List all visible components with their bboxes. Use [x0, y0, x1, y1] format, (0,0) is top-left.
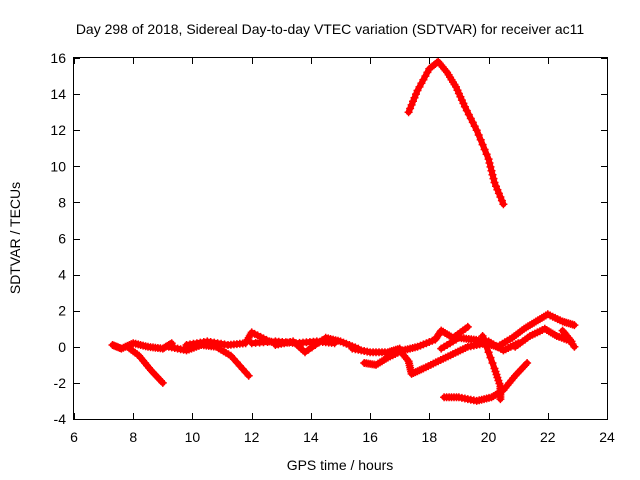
markers-arc-4	[182, 328, 274, 349]
y-tick-label: 6	[58, 231, 66, 247]
markers-arc-14	[511, 324, 579, 351]
x-tick-label: 10	[185, 429, 201, 445]
markers-arc-12	[478, 332, 505, 404]
markers-arc-13	[493, 310, 579, 351]
markers-arc-1	[108, 339, 176, 353]
y-tick-label: 10	[50, 158, 66, 174]
x-tick-label: 8	[129, 429, 137, 445]
x-tick-label: 6	[70, 429, 78, 445]
y-tick-label: 4	[58, 267, 66, 283]
y-tick-label: 0	[58, 339, 66, 355]
data-traces	[108, 57, 579, 405]
y-tick-label: 12	[50, 122, 66, 138]
markers-arc-2	[123, 342, 167, 387]
x-tick-label: 22	[540, 429, 556, 445]
markers-arc-11	[440, 359, 532, 405]
markers-arc-15	[404, 57, 508, 209]
y-tick-label: 8	[58, 194, 66, 210]
y-tick-label: 2	[58, 303, 66, 319]
y-tick-label: -2	[54, 375, 67, 391]
chart-title: Day 298 of 2018, Sidereal Day-to-day VTE…	[76, 21, 585, 37]
y-axis-label: SDTVAR / TECUs	[7, 182, 23, 294]
y-tick-labels: -4 -2 0 2 4 6 8 10 12 14 16	[50, 50, 66, 427]
x-tick-label: 16	[362, 429, 378, 445]
x-tick-label: 24	[599, 429, 615, 445]
x-tick-label: 20	[481, 429, 497, 445]
x-tick-label: 14	[303, 429, 319, 445]
markers-arc-6	[271, 333, 363, 357]
y-tick-label: 16	[50, 50, 66, 66]
y-tick-label: -4	[54, 411, 67, 427]
x-tick-labels: 6 8 10 12 14 16 18 20 22 24	[70, 429, 615, 445]
axis-ticks	[74, 58, 608, 420]
x-tick-label: 18	[422, 429, 438, 445]
y-tick-label: 14	[50, 86, 66, 102]
x-tick-label: 12	[244, 429, 260, 445]
plot-frame	[73, 57, 608, 420]
x-axis-label: GPS time / hours	[287, 457, 394, 473]
